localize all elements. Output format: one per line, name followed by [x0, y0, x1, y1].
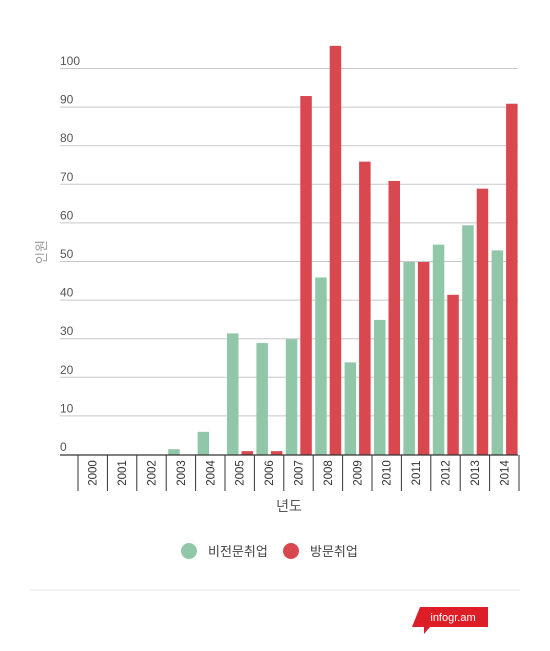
branding-label: infogr.am — [430, 612, 475, 624]
bar-series-1-2011 — [403, 262, 415, 455]
x-tick-label: 2004 — [205, 460, 217, 486]
y-tick-label: 60 — [60, 208, 74, 222]
bar-series-1-2010 — [374, 319, 386, 455]
x-tick-labels: 2000 2001 2002 2003 2004 2005 2006 2007 2008 2009… — [88, 460, 512, 486]
bar-series-1-2012 — [432, 244, 445, 455]
bar-series-1-2007 — [285, 339, 298, 455]
bar-series-1-2005 — [227, 333, 239, 455]
bar-series-1-2009 — [344, 362, 357, 455]
branding-badge-shape — [412, 607, 488, 634]
x-tick-label: 2006 — [264, 460, 276, 486]
grid-lines — [60, 68, 518, 417]
bar-series-2-2008 — [329, 45, 342, 456]
x-tick-label: 2003 — [176, 460, 188, 486]
bar-series-2-2009 — [359, 161, 371, 455]
x-tick-label: 2009 — [352, 460, 364, 486]
x-tick-label: 2000 — [88, 460, 100, 486]
y-tick-label: 80 — [60, 131, 74, 145]
bar-series-1-2013 — [462, 225, 474, 455]
y-tick-label: 50 — [60, 247, 74, 261]
bar-series-2-2013 — [476, 188, 489, 455]
legend-label-series-2: 방문취업 — [310, 545, 358, 560]
bar-series-2-2012 — [447, 294, 459, 455]
legend-swatch-series-1 — [181, 543, 197, 559]
y-axis-title: 인원 — [35, 240, 50, 264]
y-tick-label: 40 — [60, 286, 74, 300]
x-tick-label: 2002 — [147, 460, 159, 486]
x-tick-label: 2010 — [382, 460, 394, 486]
y-tick-label: 10 — [60, 401, 74, 415]
x-axis — [60, 454, 520, 491]
y-tick-labels: 0 10 20 30 40 50 60 70 80 90 100 — [60, 54, 80, 454]
x-tick-label: 2011 — [411, 461, 423, 486]
x-tick-label: 2014 — [499, 460, 511, 486]
legend-swatch-series-2 — [283, 543, 299, 559]
y-tick-label: 20 — [60, 363, 74, 377]
bar-series-2-2011 — [417, 262, 430, 455]
bar-series-2-2005 — [241, 451, 253, 455]
bar-series-1-2006 — [256, 343, 268, 455]
bars — [168, 45, 518, 456]
legend-label-series-1: 비전문취업 — [208, 545, 268, 560]
y-tick-label: 90 — [60, 93, 74, 107]
x-tick-label: 2001 — [117, 460, 129, 486]
branding-badge[interactable]: infogr.am — [412, 607, 488, 634]
bar-series-2-2007 — [300, 96, 312, 456]
x-axis-title: 년도 — [276, 499, 302, 515]
x-tick-label: 2007 — [294, 460, 306, 486]
x-tick-label: 2013 — [470, 460, 482, 486]
x-tick-label: 2008 — [323, 460, 335, 486]
y-tick-label: 70 — [60, 170, 74, 184]
y-tick-label: 100 — [60, 54, 80, 68]
x-tick-label: 2012 — [441, 460, 453, 486]
y-tick-label: 0 — [60, 440, 67, 454]
bar-series-1-2004 — [197, 431, 210, 455]
bar-series-1-2003 — [168, 449, 180, 455]
y-tick-label: 30 — [60, 324, 74, 338]
bar-series-2-2014 — [506, 103, 518, 456]
x-tick-label: 2005 — [235, 460, 247, 486]
bar-series-1-2014 — [491, 250, 504, 455]
bar-series-2-2006 — [270, 451, 283, 455]
bar-series-2-2010 — [388, 180, 400, 455]
bar-series-1-2008 — [315, 277, 327, 455]
legend: 비전문취업 방문취업 — [181, 543, 358, 560]
